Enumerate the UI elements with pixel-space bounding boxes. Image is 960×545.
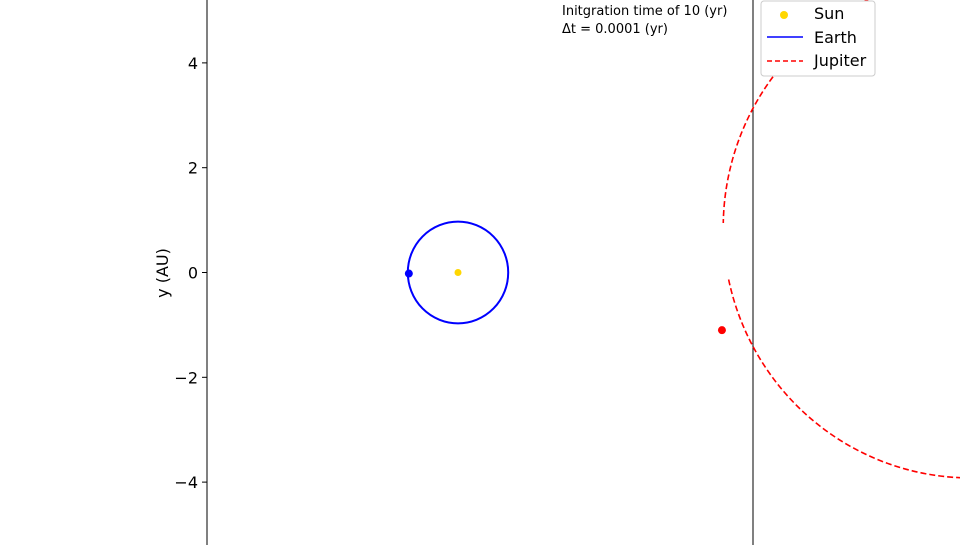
earth-position-marker xyxy=(404,269,413,278)
annotation-integration-time: Initgration time of 10 (yr) xyxy=(562,4,727,19)
legend-box xyxy=(760,0,876,77)
legend-sun-label: Sun xyxy=(814,4,844,23)
y-tick-label: 4 xyxy=(188,54,198,73)
legend: Sun Earth Jupiter xyxy=(760,0,876,77)
jupiter-position-marker xyxy=(717,326,726,335)
y-tick-label: 0 xyxy=(188,264,198,283)
series-layer xyxy=(404,0,960,479)
y-tick-label: −4 xyxy=(174,473,198,492)
y-axis-label: y (AU) xyxy=(153,248,172,298)
y-ticks: −4 −2 0 2 4 xyxy=(174,54,207,492)
legend-jupiter-label: Jupiter xyxy=(813,51,867,70)
y-tick-label: 2 xyxy=(188,159,198,178)
legend-sun-marker xyxy=(780,11,788,19)
annotation-timestep: Δt = 0.0001 (yr) xyxy=(562,22,668,37)
sun-marker xyxy=(454,269,462,276)
legend-earth-label: Earth xyxy=(814,28,857,47)
y-tick-label: −2 xyxy=(174,368,198,387)
